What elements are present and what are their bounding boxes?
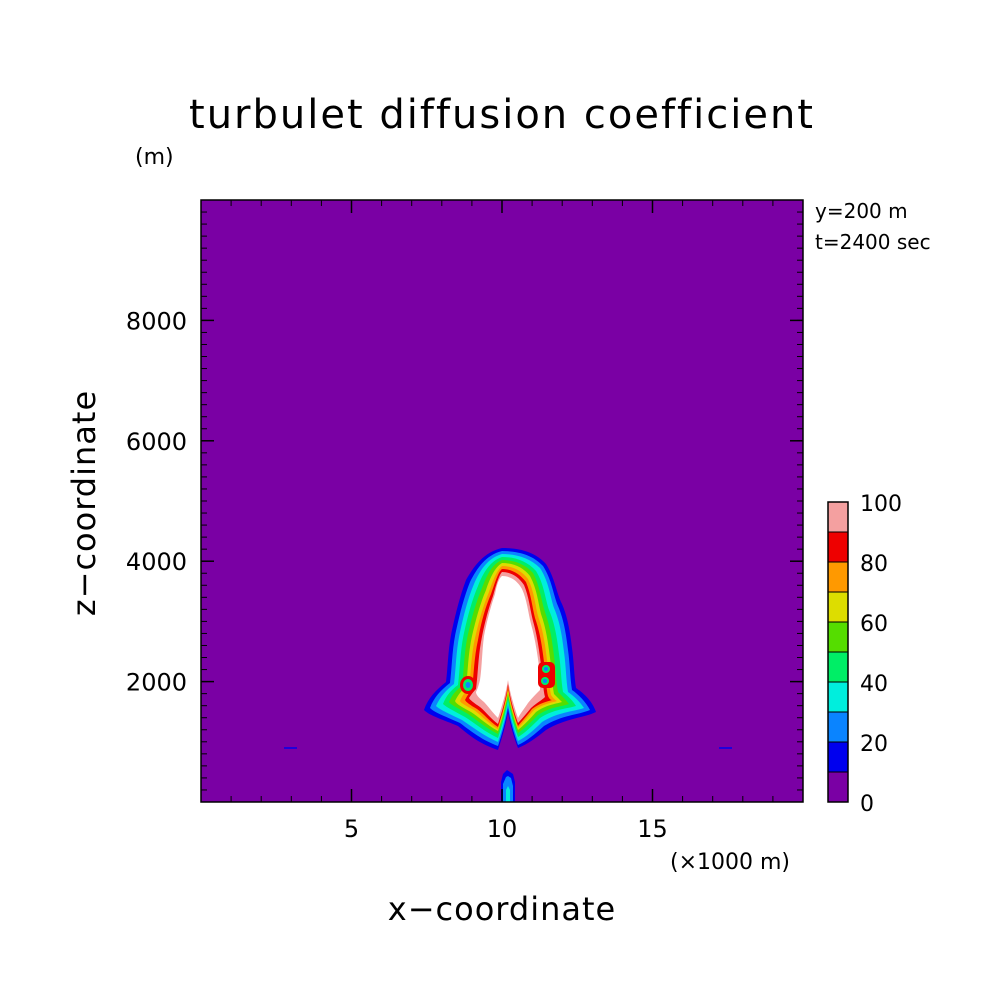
y-tick-label: 4000 — [126, 548, 187, 576]
colorbar-segment — [827, 651, 849, 683]
colorbar-label: 100 — [860, 492, 902, 517]
x-tick-label: 10 — [487, 815, 518, 843]
colorbar-segment — [827, 561, 849, 593]
colorbar-label: 40 — [860, 672, 888, 697]
colorbar-label: 20 — [860, 732, 888, 757]
y-tick-label: 2000 — [126, 669, 187, 697]
tick-labels: 5 10 15 2000 4000 6000 8000 — [126, 307, 668, 843]
plot-frame — [200, 199, 804, 803]
annotation-y-position: y=200 m — [815, 199, 908, 223]
y-tick-label: 6000 — [126, 428, 187, 456]
colorbar-segment — [827, 711, 849, 743]
colorbar-label: 60 — [860, 612, 888, 637]
annotation-time: t=2400 sec — [815, 230, 931, 254]
z-unit-label: (m) — [135, 145, 174, 170]
x-tick-label: 15 — [637, 815, 668, 843]
colorbar-label: 80 — [860, 552, 888, 577]
colorbar-segment — [827, 621, 849, 653]
bottom-stem — [501, 770, 515, 802]
right-eddy — [538, 662, 555, 688]
colorbar-segment — [827, 771, 849, 803]
colorbar-segment — [827, 591, 849, 623]
colorbar: 0 20 40 60 80 100 — [827, 492, 902, 817]
colorbar-segment — [827, 681, 849, 713]
contour-above-100 — [476, 576, 540, 718]
colorbar-label: 0 — [860, 792, 874, 817]
left-eddy — [460, 676, 476, 694]
colorbar-segment — [827, 741, 849, 773]
colorbar-segment — [827, 531, 849, 563]
x-unit-label: (×1000 m) — [670, 850, 791, 875]
axis-ticks — [200, 199, 804, 803]
y-tick-label: 8000 — [126, 307, 187, 335]
x-axis-label: x−coordinate — [387, 890, 617, 928]
colorbar-segment — [827, 501, 849, 533]
chart-title: turbulet diffusion coefficient — [189, 92, 815, 138]
x-tick-label: 5 — [344, 815, 359, 843]
colorbar-frame — [827, 501, 849, 803]
plume-contours — [284, 548, 732, 802]
